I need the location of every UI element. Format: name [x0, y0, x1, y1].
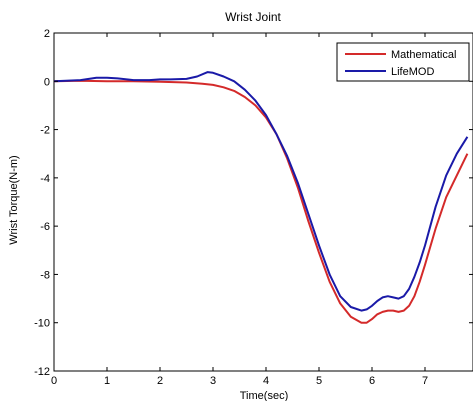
series-line-mathematical: [53, 79, 469, 324]
legend-label-mathematical: Mathematical: [391, 49, 456, 61]
y-tick-label: 2: [44, 28, 50, 40]
x-tick-label: 5: [316, 375, 322, 387]
y-tick-label: -4: [40, 173, 50, 185]
legend: Mathematical LifeMOD: [336, 42, 470, 82]
x-tick-label: 1: [104, 375, 110, 387]
y-tick-label: -8: [40, 269, 50, 281]
series-line-lifemod: [53, 71, 469, 312]
x-axis-ticks: 0 1 2 3 4 5 6 7: [51, 33, 428, 387]
y-tick-label: -6: [40, 221, 50, 233]
x-tick-label: 0: [51, 375, 57, 387]
legend-box: [336, 42, 470, 82]
x-tick-label: 2: [157, 375, 163, 387]
legend-label-lifemod: LifeMOD: [391, 66, 434, 78]
chart-title: Wrist Joint: [225, 10, 281, 24]
y-tick-label: 0: [44, 76, 50, 88]
x-tick-label: 4: [263, 375, 269, 387]
y-tick-label: -2: [40, 125, 50, 137]
x-tick-label: 3: [210, 375, 216, 387]
x-axis-label: Time(sec): [240, 390, 288, 401]
plot-lines: [53, 71, 469, 324]
plot-area: [53, 32, 473, 372]
x-tick-label: 6: [369, 375, 375, 387]
y-tick-label: -12: [34, 366, 50, 378]
x-tick-label: 7: [422, 375, 428, 387]
y-tick-label: -10: [34, 318, 50, 330]
y-axis-label: Wrist Torque(N-m): [8, 155, 20, 244]
y-axis-ticks: 2 0 -2 -4 -6 -8 -10 -12: [34, 28, 473, 378]
